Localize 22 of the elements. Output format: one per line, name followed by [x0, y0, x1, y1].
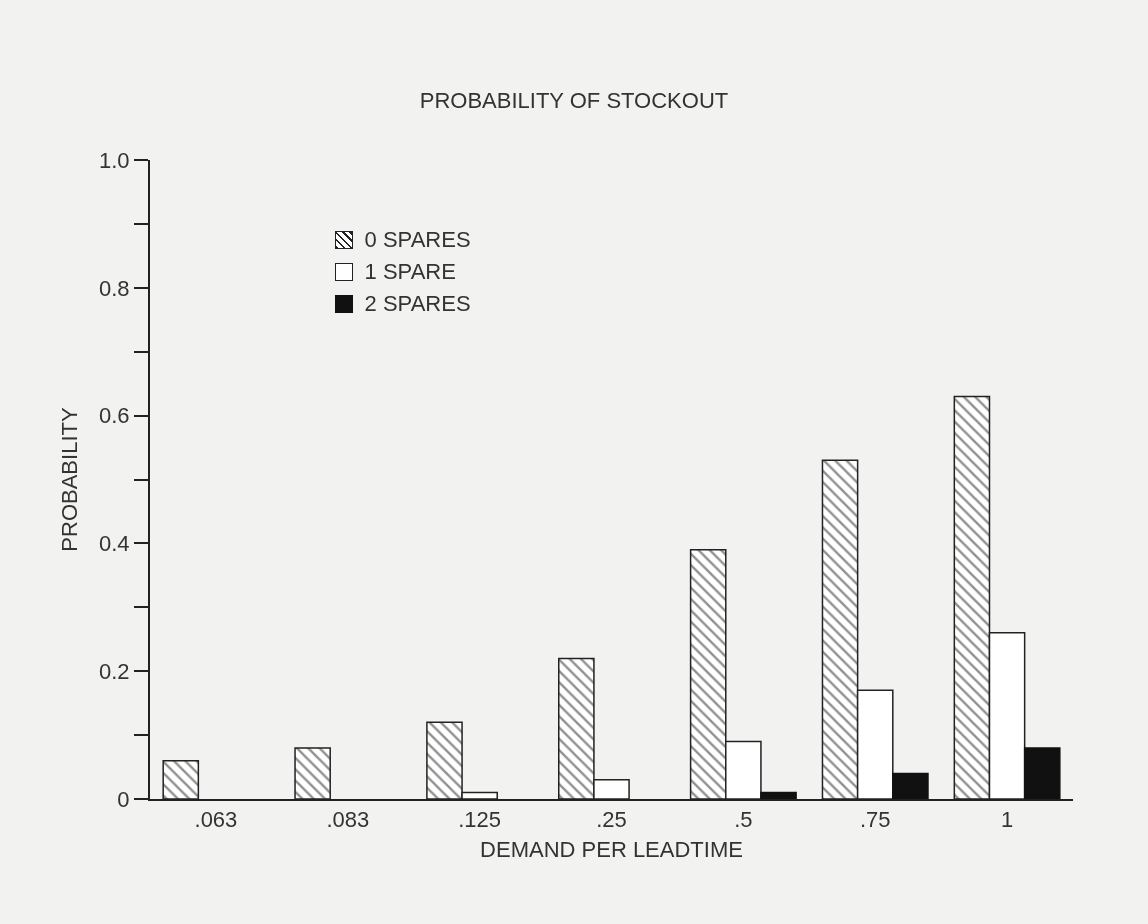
x-tick-label: .083: [326, 807, 370, 833]
bar: [1023, 747, 1061, 799]
y-tick-label: 0.2: [99, 658, 130, 684]
bar: [892, 772, 929, 799]
y-tick-label: 0.4: [99, 531, 130, 557]
x-tick-label: 1: [1000, 807, 1014, 833]
x-axis-title: DEMAND PER LEADTIME: [480, 836, 743, 862]
chart-title: PROBABILITY OF STOCKOUT: [419, 87, 729, 113]
bar: [760, 791, 797, 799]
y-tick-label: 0.8: [99, 275, 130, 301]
x-tick-label: .25: [596, 807, 627, 833]
x-tick-label: .125: [458, 807, 502, 833]
x-tick-label: .5: [734, 807, 753, 833]
legend-label: 0 SPARES: [364, 226, 471, 253]
legend-label: 2 SPARES: [364, 290, 471, 317]
x-tick-label: .75: [859, 807, 891, 833]
legend-label: 1 SPARE: [364, 258, 456, 285]
y-axis-title: PROBABILITY: [57, 407, 83, 552]
y-tick-label: 1.0: [99, 147, 130, 173]
x-tick-label: .063: [194, 807, 238, 833]
y-tick-label: 0: [117, 786, 130, 812]
y-tick-label: 0.6: [99, 403, 130, 429]
